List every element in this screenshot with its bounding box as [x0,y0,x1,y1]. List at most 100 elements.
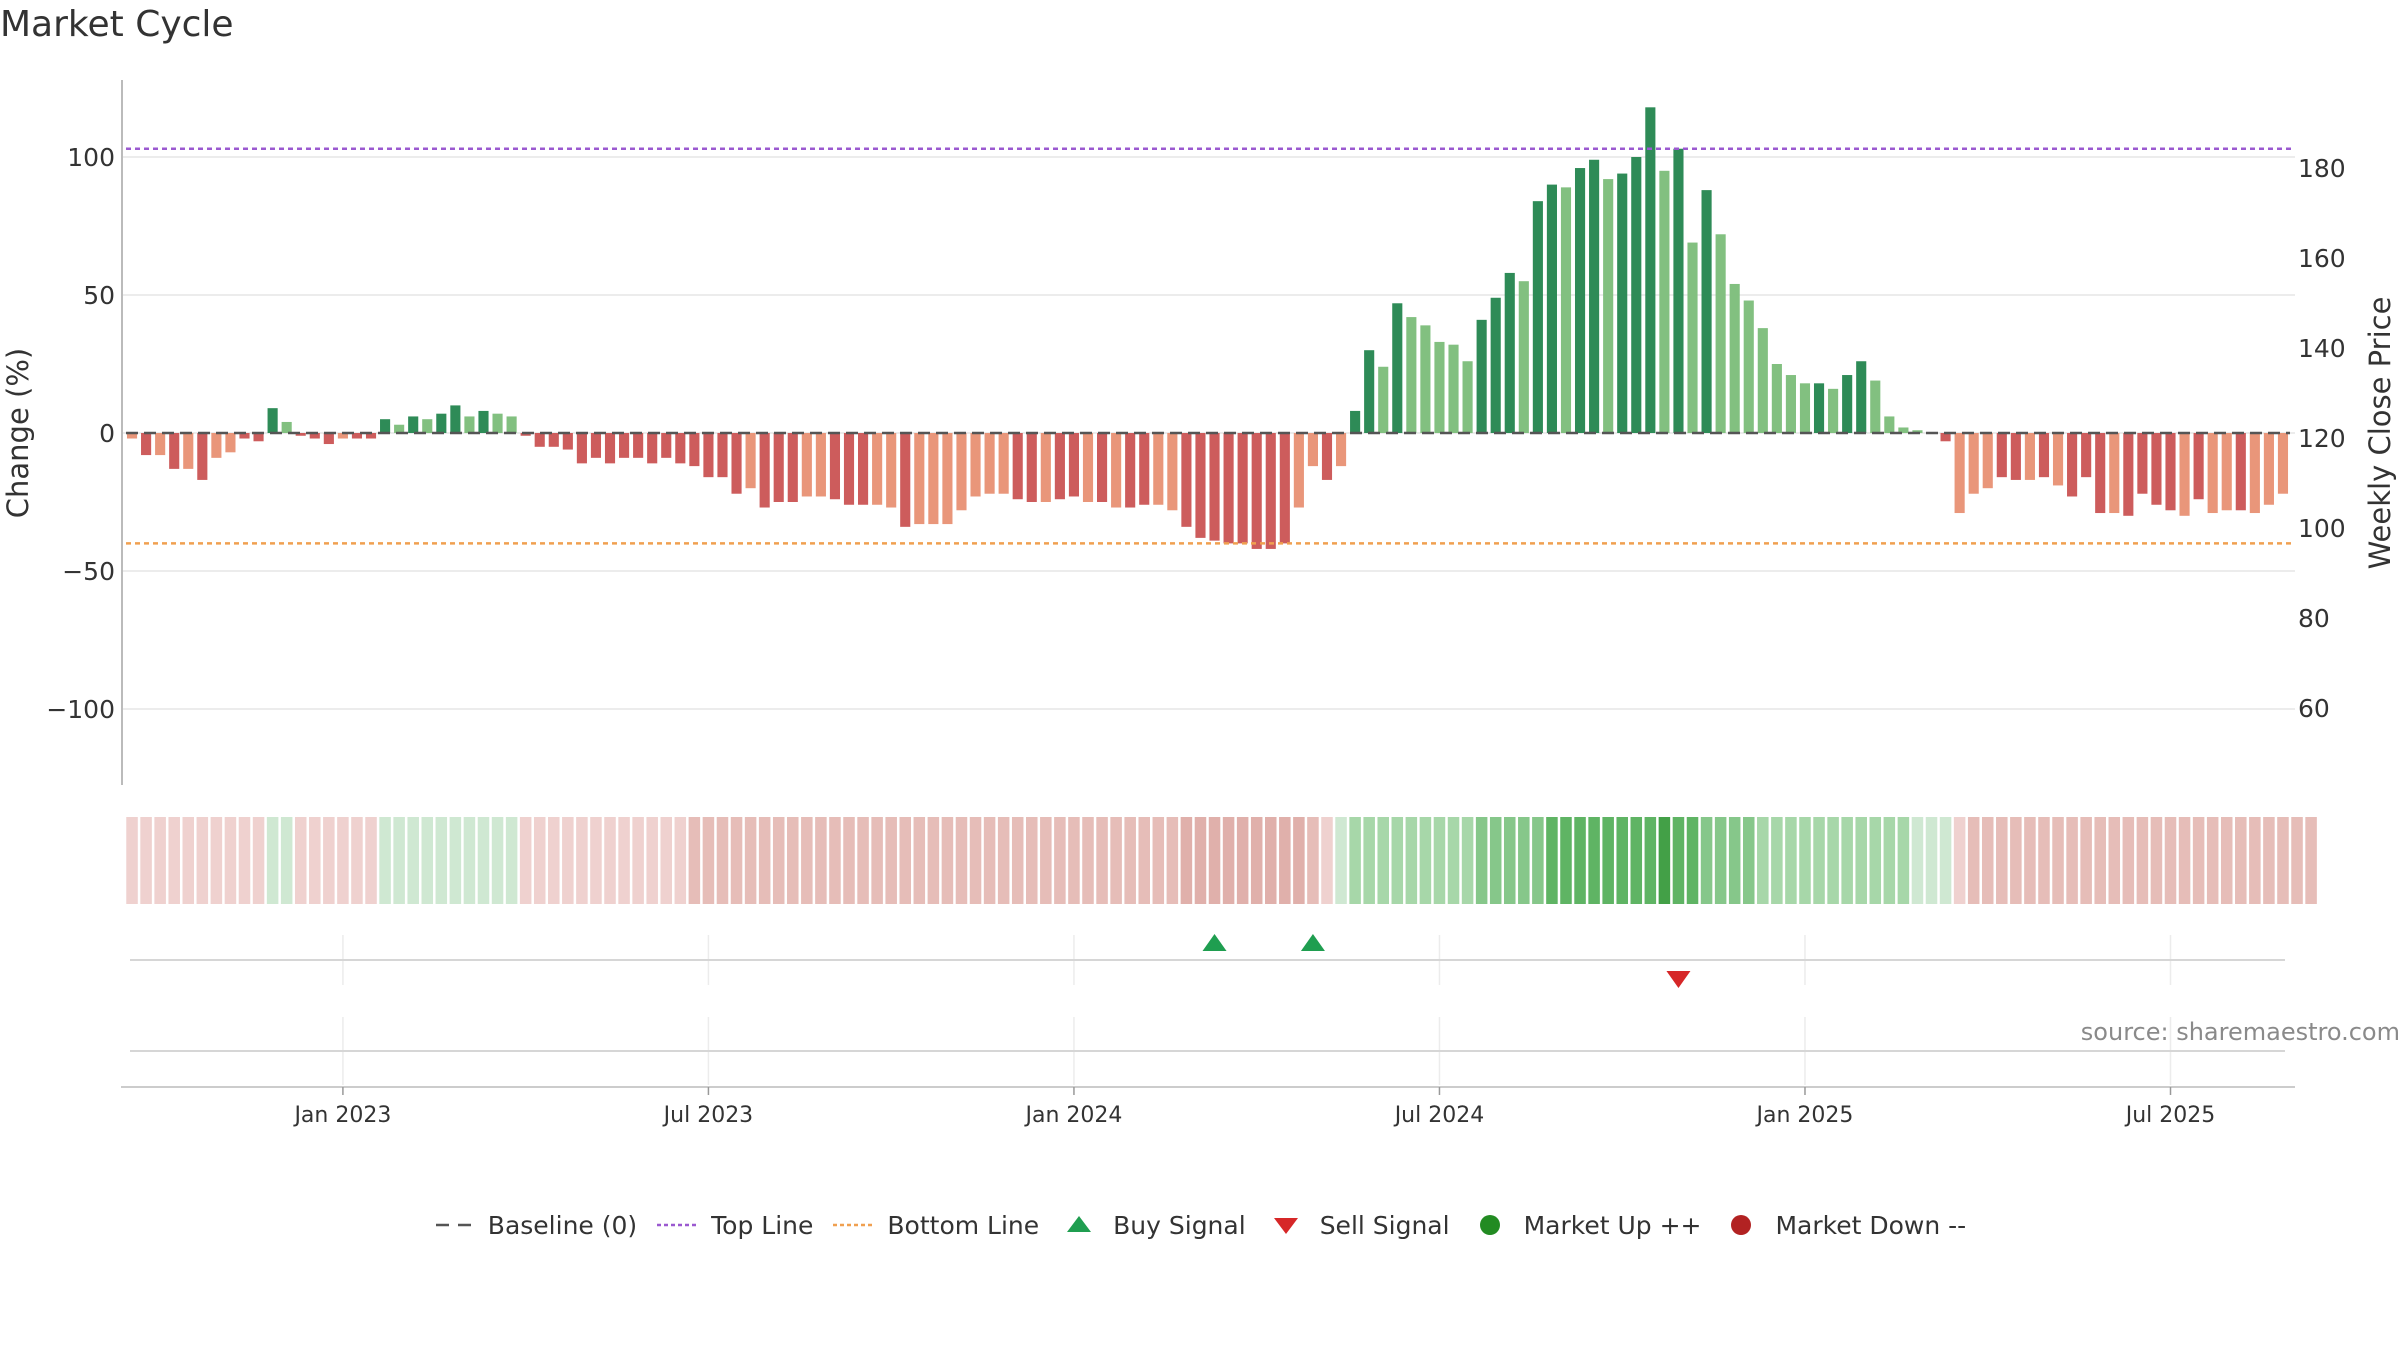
regime-cell [140,817,152,904]
regime-cell [280,817,293,904]
bar [1321,433,1333,480]
bar [1364,350,1375,433]
bar [731,433,742,494]
bar [759,433,770,508]
regime-cell [1335,817,1347,904]
bar [478,410,489,433]
bar [2193,433,2204,500]
bar [1054,433,1065,500]
dashed-line-icon [434,1210,474,1240]
regime-cell [1377,817,1389,904]
signals-panel [130,934,2285,1085]
regime-cell [815,817,827,904]
regime-cell [2122,817,2135,904]
bar [2024,433,2035,480]
regime-cell [1180,817,1193,904]
bar [155,433,166,456]
regime-cell [519,817,532,904]
sell-signal-marker [1666,971,1691,988]
bar [1378,366,1389,433]
legend-item: Market Up ++ [1470,1210,1702,1240]
regime-cell [210,817,223,904]
regime-cell [533,817,546,904]
bar [1026,433,1037,502]
bar [647,433,658,464]
regime-cell [744,817,757,904]
regime-cell [1967,817,1980,904]
triangle-down-icon [1266,1210,1306,1240]
regime-cell [1293,817,1305,904]
bar [394,424,405,433]
bar [956,433,967,511]
regime-cell [2220,817,2233,904]
bar [1392,303,1403,433]
bar [2038,433,2050,478]
regime-cell [2263,817,2275,904]
regime-cell [126,817,138,904]
bar [900,433,911,527]
regime-cell [2164,817,2177,904]
regime-cell [1503,817,1516,904]
legend-label: Market Up ++ [1523,1210,1702,1240]
bar [309,433,320,439]
bar [1631,157,1642,433]
dotted-line-purple-icon [657,1210,698,1240]
bar [2081,433,2092,478]
bar [2235,433,2246,511]
y2-tick-label: 100 [2298,514,2346,543]
regime-cell [913,817,926,904]
bar [1293,433,1304,508]
legend-item: Sell Signal [1266,1210,1450,1240]
bar [1673,148,1684,433]
bar [464,416,475,433]
bar [829,433,841,500]
regime-cell [2178,817,2191,904]
regime-cell [758,817,771,904]
regime-cell [1419,817,1432,904]
regime-band [126,817,2317,904]
regime-cell [1391,817,1404,904]
regime-cell [1433,817,1446,904]
y2-tick-label: 60 [2298,694,2330,723]
regime-cell [1728,817,1741,904]
bar [1265,433,1276,549]
regime-cell [1813,817,1825,904]
regime-cell [266,817,279,904]
bar [1335,433,1347,467]
bar [1574,168,1586,434]
regime-cell [2235,817,2247,904]
bar [1954,433,1965,514]
bar [928,433,939,525]
bar [1743,300,1754,433]
x-tick-label: Jul 2023 [662,1103,754,1128]
bar [1589,159,1600,433]
y2-axis-label: Weekly Close Price [2363,297,2397,570]
dotted-line-orange-icon [833,1210,874,1240]
bar [1125,433,1136,508]
source-note: source: sharemaestro.com [2080,1018,2400,1046]
bar [562,433,573,450]
bar [1462,361,1473,433]
bar [197,433,208,480]
bar [689,433,700,467]
bar [506,416,517,433]
regime-cell [1574,817,1586,904]
bar [914,433,925,525]
regime-cell [1447,817,1460,904]
bar [239,433,250,439]
regime-cell [1714,817,1727,904]
y2-tick-label: 120 [2298,424,2346,453]
regime-cell [1124,817,1136,904]
bar [1040,433,1051,502]
regime-cell [1672,817,1685,904]
regime-cell [927,817,940,904]
bar [422,419,433,433]
regime-cell [1307,817,1319,904]
legend-label: Buy Signal [1113,1210,1246,1240]
bar [703,433,714,478]
bar [2221,433,2232,511]
legend-item: Bottom Line [833,1210,1039,1240]
bar [1406,317,1417,433]
bar [2109,433,2120,514]
regime-cell [1644,817,1657,904]
